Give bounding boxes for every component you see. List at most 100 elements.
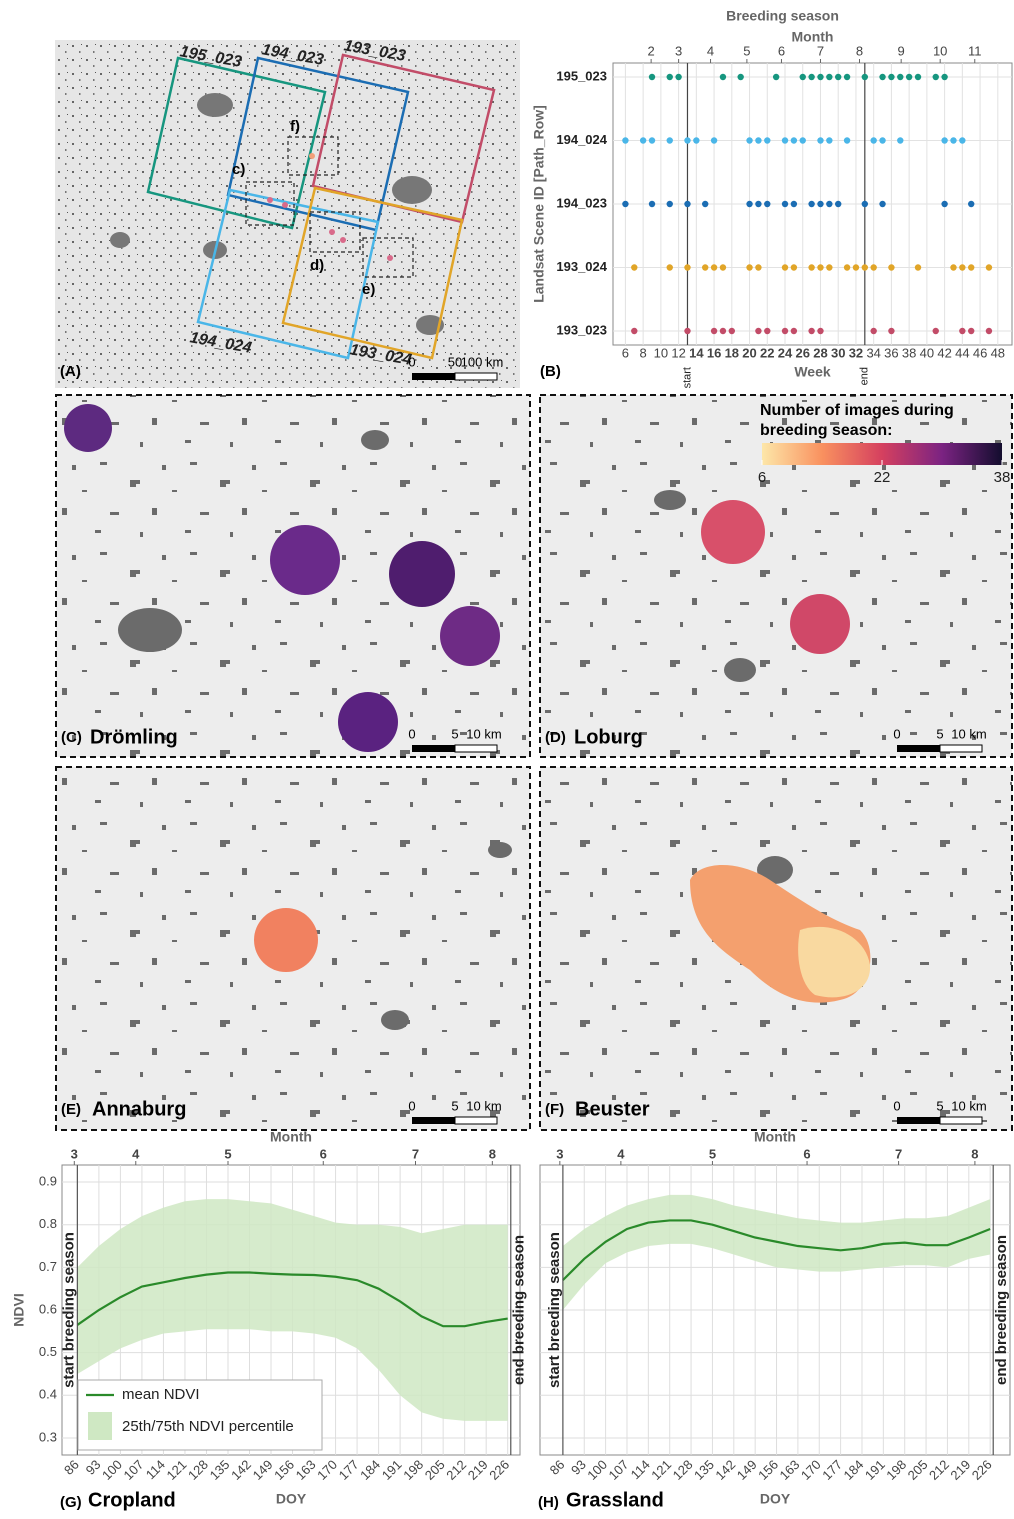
x2-tick-label: 7 — [817, 43, 824, 58]
point — [844, 264, 850, 270]
point — [667, 201, 673, 207]
scale-label: 10 km — [951, 1098, 986, 1113]
point — [755, 264, 761, 270]
point — [835, 201, 841, 207]
x-tick-label: 8 — [640, 345, 647, 360]
point — [737, 74, 743, 80]
x-tick-label: 18 — [725, 345, 739, 360]
season-marker-label: end — [859, 367, 871, 385]
point — [915, 264, 921, 270]
point — [897, 74, 903, 80]
scale-bar — [897, 745, 940, 752]
scale-bar — [412, 745, 455, 752]
x-tick-label: 135 — [207, 1457, 233, 1483]
legend-label: mean NDVI — [122, 1386, 200, 1403]
point — [782, 328, 788, 334]
x2-tick-label: 6 — [803, 1146, 810, 1161]
panel-title: Cropland — [88, 1489, 176, 1511]
panel-label: (B) — [540, 363, 561, 380]
point — [817, 137, 823, 143]
point — [808, 74, 814, 80]
x2-tick-label: 4 — [617, 1146, 625, 1161]
y-axis-title: Landsat Scene ID [Path_Row] — [531, 105, 547, 303]
map-shape — [389, 541, 455, 607]
x-tick-label: 38 — [902, 345, 916, 360]
scale-label: 5 — [936, 726, 943, 741]
map-panel — [56, 767, 530, 1130]
x-tick-label: 163 — [776, 1457, 802, 1483]
point — [959, 264, 965, 270]
point — [800, 74, 806, 80]
colorbar-tick-label: 38 — [994, 469, 1011, 486]
y-tick-label: 193_024 — [556, 259, 607, 274]
y-tick-label: 0.3 — [39, 1429, 57, 1444]
point — [888, 264, 894, 270]
x-tick-label: 198 — [400, 1457, 426, 1483]
point — [782, 201, 788, 207]
box-label: c) — [232, 161, 245, 178]
point — [649, 74, 655, 80]
map-shape — [790, 594, 850, 654]
x2-axis-title: Month — [754, 1129, 796, 1145]
scale-bar — [455, 1117, 497, 1124]
point — [808, 264, 814, 270]
x2-tick-label: 6 — [778, 43, 785, 58]
x-tick-label: 14 — [689, 345, 704, 360]
point — [826, 74, 832, 80]
map-shape — [309, 153, 315, 159]
point — [667, 74, 673, 80]
point — [950, 264, 956, 270]
map-shape — [701, 500, 765, 564]
point — [755, 137, 761, 143]
scale-label: 0 — [408, 354, 415, 369]
x2-tick-label: 8 — [971, 1146, 978, 1161]
x-tick-label: 10 — [654, 345, 668, 360]
scale-bar — [455, 373, 497, 380]
x-tick-label: 205 — [422, 1457, 448, 1483]
x-tick-label: 170 — [314, 1457, 340, 1483]
point — [968, 328, 974, 334]
point — [684, 137, 690, 143]
x-tick-label: 24 — [778, 345, 793, 360]
y-tick-label: 194_023 — [556, 195, 607, 210]
legend-box — [78, 1380, 322, 1450]
colorbar-tick-label: 6 — [758, 469, 766, 486]
point — [941, 201, 947, 207]
x-tick-label: 198 — [883, 1457, 909, 1483]
point — [667, 137, 673, 143]
x-tick-label: 48 — [991, 345, 1005, 360]
point — [631, 328, 637, 334]
panel-label: (D) — [545, 729, 566, 746]
x2-tick-label: 5 — [743, 43, 750, 58]
point — [782, 264, 788, 270]
colorbar-title: Number of images during breeding season: — [760, 401, 1010, 441]
map-shape — [329, 229, 335, 235]
point — [791, 201, 797, 207]
x2-tick-label: 9 — [898, 43, 905, 58]
point — [746, 201, 752, 207]
point — [826, 137, 832, 143]
x-tick-label: 100 — [99, 1457, 125, 1483]
x-axis-title: DOY — [276, 1491, 307, 1507]
season-annotation: start breeding season — [546, 1232, 563, 1388]
x-tick-label: 191 — [379, 1457, 405, 1483]
point — [844, 74, 850, 80]
scale-bar — [412, 373, 455, 380]
point — [791, 264, 797, 270]
x-tick-label: 86 — [61, 1457, 82, 1478]
chart: 195_023 194_023 193_023 194_024 193_024 … — [0, 0, 1014, 1519]
panel-label: (E) — [61, 1101, 81, 1118]
point — [888, 74, 894, 80]
scale-label: 5 — [451, 726, 458, 741]
point — [870, 328, 876, 334]
y-tick-label: 0.7 — [39, 1259, 57, 1274]
x-tick-label: 226 — [486, 1457, 512, 1483]
point — [791, 137, 797, 143]
point — [915, 74, 921, 80]
scale-label: 5 — [451, 1098, 458, 1113]
scale-label: 0 — [408, 726, 415, 741]
point — [764, 137, 770, 143]
figure: 195_023 194_023 193_023 194_024 193_024 … — [0, 0, 1014, 1519]
point — [755, 328, 761, 334]
y-tick-label: 194_024 — [556, 132, 607, 147]
